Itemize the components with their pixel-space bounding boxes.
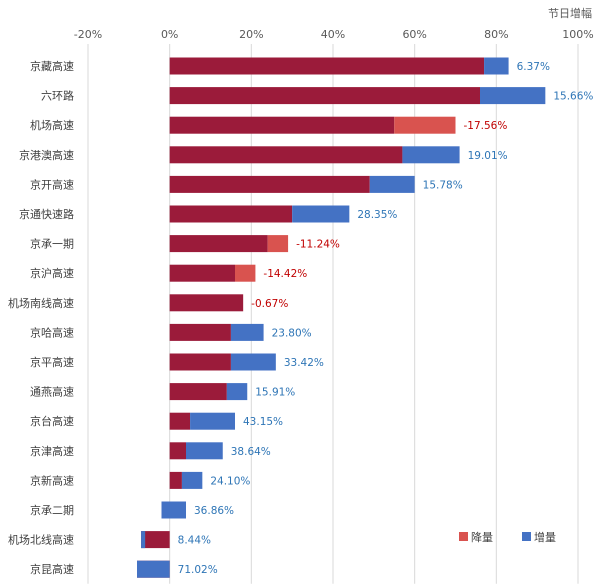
- bar-decrease: [235, 264, 256, 282]
- x-tick-label: 100%: [562, 28, 593, 41]
- category-label: 京承一期: [30, 237, 74, 251]
- category-label: 京承二期: [30, 503, 74, 517]
- x-tick-label: -20%: [74, 28, 102, 41]
- data-label: 15.66%: [553, 91, 593, 103]
- data-label: 36.86%: [194, 505, 234, 517]
- bar-base: [169, 353, 231, 371]
- bar-increase: [161, 501, 186, 519]
- grid-layer: -20% 0% 20% 40% 60% 80% 100%: [74, 28, 594, 584]
- bar-base: [169, 87, 480, 105]
- x-tick-label: 0%: [161, 28, 178, 41]
- category-label: 京藏高速: [30, 59, 74, 73]
- legend-swatch-increase: [522, 532, 531, 541]
- data-label: 8.44%: [178, 535, 211, 547]
- bar-increase: [402, 146, 460, 164]
- category-label: 通燕高速: [30, 385, 74, 399]
- bar-base: [141, 531, 170, 549]
- bar-base: [169, 175, 370, 193]
- legend-label-decrease: 降量: [471, 530, 493, 544]
- bar-base: [169, 235, 268, 253]
- bar-decrease: [394, 116, 456, 134]
- category-label: 京昆高速: [30, 562, 74, 576]
- legend-label-increase: 增量: [534, 530, 556, 544]
- bar-base: [169, 471, 182, 489]
- category-label: 京开高速: [30, 177, 74, 191]
- category-label: 京台高速: [30, 414, 74, 428]
- bar-base: [169, 205, 293, 223]
- bar-increase: [181, 471, 203, 489]
- bar-base: [169, 412, 191, 430]
- x-tick-label: 60%: [402, 28, 426, 41]
- bar-decrease: [267, 235, 289, 253]
- bar-base: [169, 57, 485, 75]
- bar-increase: [484, 57, 509, 75]
- bar-increase: [480, 87, 546, 105]
- category-label: 机场北线高速: [8, 533, 74, 547]
- bar-base: [169, 383, 227, 401]
- data-label: 28.35%: [357, 209, 397, 221]
- data-label: 15.78%: [423, 179, 463, 191]
- bar-base: [169, 442, 186, 460]
- bar-base: [169, 294, 244, 312]
- x-tick-label: 80%: [484, 28, 508, 41]
- category-label: 京通快速路: [19, 207, 74, 221]
- data-label: -14.42%: [263, 268, 307, 280]
- bar-base: [169, 116, 395, 134]
- bar-increase: [137, 560, 170, 578]
- data-label: 71.02%: [178, 564, 218, 576]
- bar-increase: [230, 353, 276, 371]
- legend-swatch-decrease: [459, 532, 468, 541]
- x-tick-label: 20%: [239, 28, 263, 41]
- data-label: 23.80%: [272, 327, 312, 339]
- bars-layer: [137, 57, 546, 578]
- data-label: 33.42%: [284, 357, 324, 369]
- category-label: 京新高速: [30, 473, 74, 487]
- data-label: 43.15%: [243, 416, 283, 428]
- data-label: -11.24%: [296, 239, 340, 251]
- bar-base: [169, 146, 403, 164]
- x-tick-label: 40%: [321, 28, 345, 41]
- category-label: 京港澳高速: [19, 148, 74, 162]
- category-label: 京津高速: [30, 444, 74, 458]
- bar-increase: [226, 383, 248, 401]
- bar-increase: [190, 412, 235, 430]
- bar-increase: [292, 205, 350, 223]
- legend: 降量 增量: [459, 530, 556, 544]
- category-label: 京哈高速: [30, 325, 74, 339]
- bar-increase: [141, 531, 146, 549]
- bar-increase: [186, 442, 223, 460]
- bar-base: [169, 264, 235, 282]
- category-label: 六环路: [41, 90, 74, 103]
- bar-increase: [230, 323, 264, 341]
- category-label: 京沪高速: [30, 266, 74, 280]
- labels-layer: 6.37% 京藏高速 15.66% 六环路 -17.56% 机场高速 19.01% 京港澳高速…: [8, 59, 593, 576]
- data-label: 24.10%: [210, 475, 250, 487]
- category-label: 机场高速: [30, 118, 74, 132]
- data-label: 6.37%: [517, 61, 550, 73]
- category-label: 京平高速: [30, 355, 74, 369]
- data-label: 19.01%: [468, 150, 508, 162]
- data-label: 15.91%: [255, 387, 295, 399]
- data-label: -0.67%: [251, 298, 288, 310]
- unit-label: 节日增幅: [548, 6, 592, 20]
- bar-increase: [369, 175, 415, 193]
- data-label: -17.56%: [464, 120, 508, 132]
- data-label: 38.64%: [231, 446, 271, 458]
- category-label: 机场南线高速: [8, 296, 74, 310]
- bar-base: [169, 323, 231, 341]
